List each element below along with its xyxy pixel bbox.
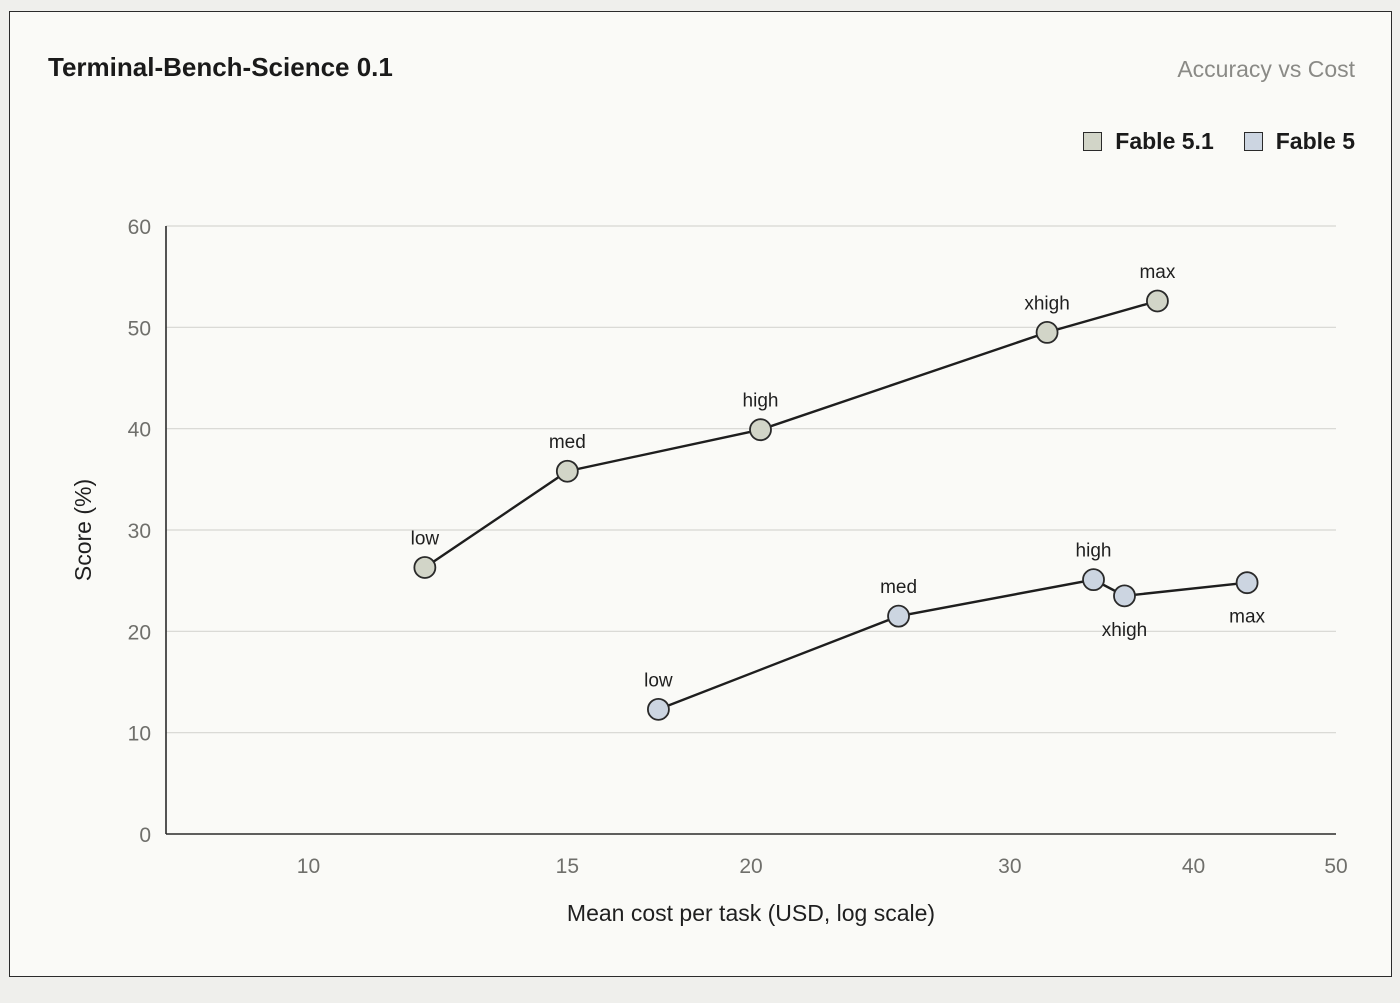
data-label-fable-5-max: max — [1229, 607, 1265, 628]
legend-label-fable-5-1: Fable 5.1 — [1115, 128, 1214, 154]
x-tick-label-10: 10 — [297, 855, 320, 878]
chart-title: Terminal-Bench-Science 0.1 — [48, 52, 393, 82]
legend-item-fable-5-1: Fable 5.1 — [1083, 128, 1214, 155]
data-label-fable-5-xhigh: xhigh — [1102, 620, 1147, 641]
legend-swatch-fable-5-1 — [1083, 132, 1103, 151]
y-tick-label-60: 60 — [128, 216, 151, 239]
legend-swatch-fable-5 — [1243, 132, 1263, 151]
legend-label-fable-5: Fable 5 — [1275, 128, 1355, 154]
x-tick-label-40: 40 — [1182, 855, 1205, 878]
y-tick-label-50: 50 — [128, 317, 151, 340]
data-label-fable-5-1-low: low — [411, 528, 440, 549]
data-point-fable-5-1-med — [555, 459, 579, 483]
data-point-fable-5-1-low — [413, 556, 437, 579]
data-point-fable-5-med — [887, 604, 910, 628]
legend-item-fable-5: Fable 5 — [1243, 128, 1355, 155]
chart-card: Terminal-Bench-Science 0.1 Accuracy vs C… — [9, 11, 1392, 977]
x-tick-label-20: 20 — [739, 855, 762, 878]
y-tick-label-40: 40 — [128, 419, 151, 442]
data-label-fable-5-low: low — [644, 670, 673, 691]
x-axis-label: Mean cost per task (USD, log scale) — [567, 900, 935, 926]
x-tick-label-50: 50 — [1324, 855, 1347, 878]
x-tick-label-30: 30 — [998, 855, 1021, 878]
data-label-fable-5-1-max: max — [1139, 262, 1175, 283]
data-label-fable-5-high: high — [1076, 541, 1112, 562]
data-point-fable-5-high — [1082, 568, 1105, 592]
series-line-fable-5 — [657, 578, 1248, 711]
data-label-fable-5-1-med: med — [549, 432, 586, 453]
y-tick-label-30: 30 — [128, 520, 151, 543]
x-tick-label-15: 15 — [556, 855, 579, 878]
data-point-fable-5-1-high — [749, 418, 772, 442]
legend: Fable 5.1 Fable 5 — [1083, 128, 1355, 155]
y-axis-label: Score (%) — [70, 479, 96, 581]
y-tick-label-20: 20 — [128, 621, 151, 644]
y-tick-label-10: 10 — [128, 723, 151, 746]
chart-subtitle: Accuracy vs Cost — [1177, 56, 1355, 82]
data-point-fable-5-1-xhigh — [1035, 320, 1059, 344]
data-point-fable-5-1-max — [1146, 289, 1169, 313]
data-label-fable-5-1-xhigh: xhigh — [1024, 293, 1069, 314]
data-label-fable-5-1-high: high — [743, 391, 779, 412]
data-point-fable-5-low — [647, 697, 670, 721]
data-label-fable-5-med: med — [880, 577, 917, 598]
data-point-fable-5-max — [1235, 571, 1259, 595]
y-tick-label-0: 0 — [139, 824, 151, 847]
data-point-fable-5-xhigh — [1113, 584, 1136, 608]
